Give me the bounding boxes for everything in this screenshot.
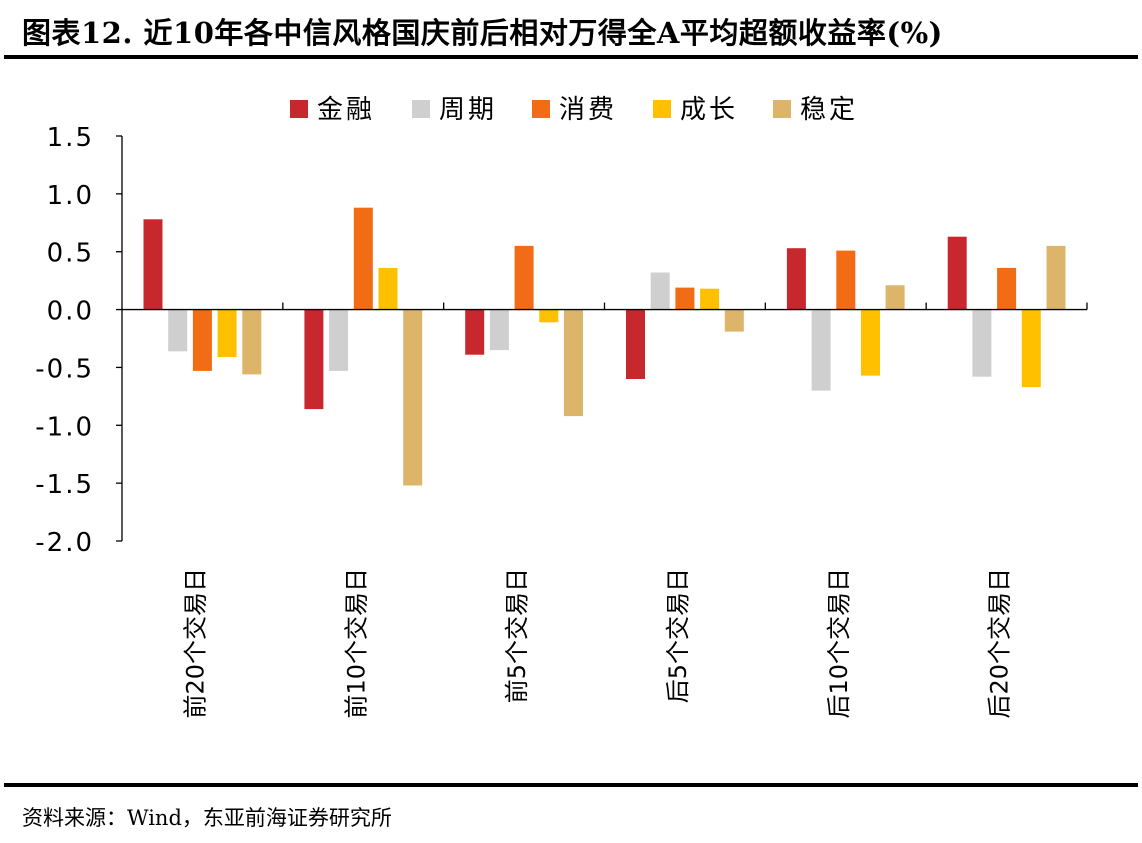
- bar: [539, 309, 559, 323]
- x-axis: 前20个交易日 前10个交易日 前5个交易日 后5个交易日 后10个交易日 后20个交易日: [122, 302, 1088, 719]
- figure-title: 图表12. 近10年各中信风格国庆前后相对万得全A平均超额收益率(%): [22, 16, 943, 50]
- bar: [675, 287, 695, 310]
- bar-chart: 金融 周期 消费 成长 稳定 1.51.00.50.0-0.5-1.0-1.5-2.0 …: [35, 95, 1088, 719]
- x-tick-label: 前10个交易日: [342, 568, 370, 719]
- legend-label: 金融: [317, 95, 375, 125]
- title-rule: [4, 55, 1138, 59]
- bar: [403, 309, 423, 486]
- bar: [465, 309, 485, 355]
- bar: [168, 309, 188, 352]
- bar: [217, 309, 237, 357]
- x-tick-label: 后5个交易日: [664, 568, 692, 703]
- y-tick-label: -1.0: [35, 412, 94, 442]
- legend-swatch: [773, 100, 791, 118]
- bar: [1046, 245, 1066, 310]
- bar: [885, 285, 905, 310]
- legend-label: 成长: [680, 95, 738, 125]
- footer-rule: [4, 783, 1138, 787]
- bar: [811, 309, 831, 391]
- legend-label: 消费: [559, 95, 617, 125]
- y-tick-label: -0.5: [35, 354, 94, 384]
- y-tick-label: 1.0: [47, 181, 94, 211]
- legend-label: 周期: [439, 95, 497, 125]
- y-axis: 1.5 1.0 0.5 0.0 -0.5 -1.0 -1.5 -2.0: [35, 123, 123, 558]
- bars: [143, 207, 1066, 486]
- y-tick-label: 1.5: [47, 123, 94, 153]
- bar: [972, 309, 992, 377]
- y-tick-label: 0.5: [47, 239, 94, 269]
- bar: [947, 236, 967, 310]
- bar: [997, 267, 1017, 310]
- bar: [786, 248, 806, 310]
- bar: [650, 272, 670, 310]
- y-tick-label: -1.5: [35, 470, 94, 500]
- bar: [1021, 309, 1041, 388]
- x-tick-label: 后20个交易日: [986, 568, 1014, 719]
- y-tick-label: 0.0: [47, 297, 94, 327]
- bar: [242, 309, 262, 375]
- bar: [514, 245, 534, 310]
- legend: 金融 周期 消费 成长 稳定: [290, 95, 858, 125]
- legend-swatch: [290, 100, 308, 118]
- bar: [700, 288, 720, 310]
- bar: [564, 309, 583, 417]
- bar: [489, 309, 509, 351]
- source-note: 资料来源：Wind，东亚前海证券研究所: [22, 806, 392, 830]
- bar: [724, 309, 744, 332]
- bar: [192, 309, 212, 371]
- bar: [861, 309, 880, 376]
- x-tick-label: 后10个交易日: [825, 568, 853, 719]
- bar: [143, 219, 163, 310]
- bar: [353, 207, 373, 310]
- x-tick-label: 前20个交易日: [181, 568, 209, 719]
- x-tick-label: 前5个交易日: [503, 568, 531, 703]
- legend-swatch: [412, 100, 430, 118]
- bar: [304, 309, 324, 410]
- legend-label: 稳定: [800, 95, 858, 125]
- bar: [378, 267, 398, 310]
- bar: [626, 309, 645, 379]
- bar: [836, 250, 856, 310]
- y-tick-label: -2.0: [35, 528, 94, 558]
- legend-swatch: [532, 100, 550, 118]
- legend-swatch: [653, 100, 671, 118]
- bar: [329, 309, 349, 371]
